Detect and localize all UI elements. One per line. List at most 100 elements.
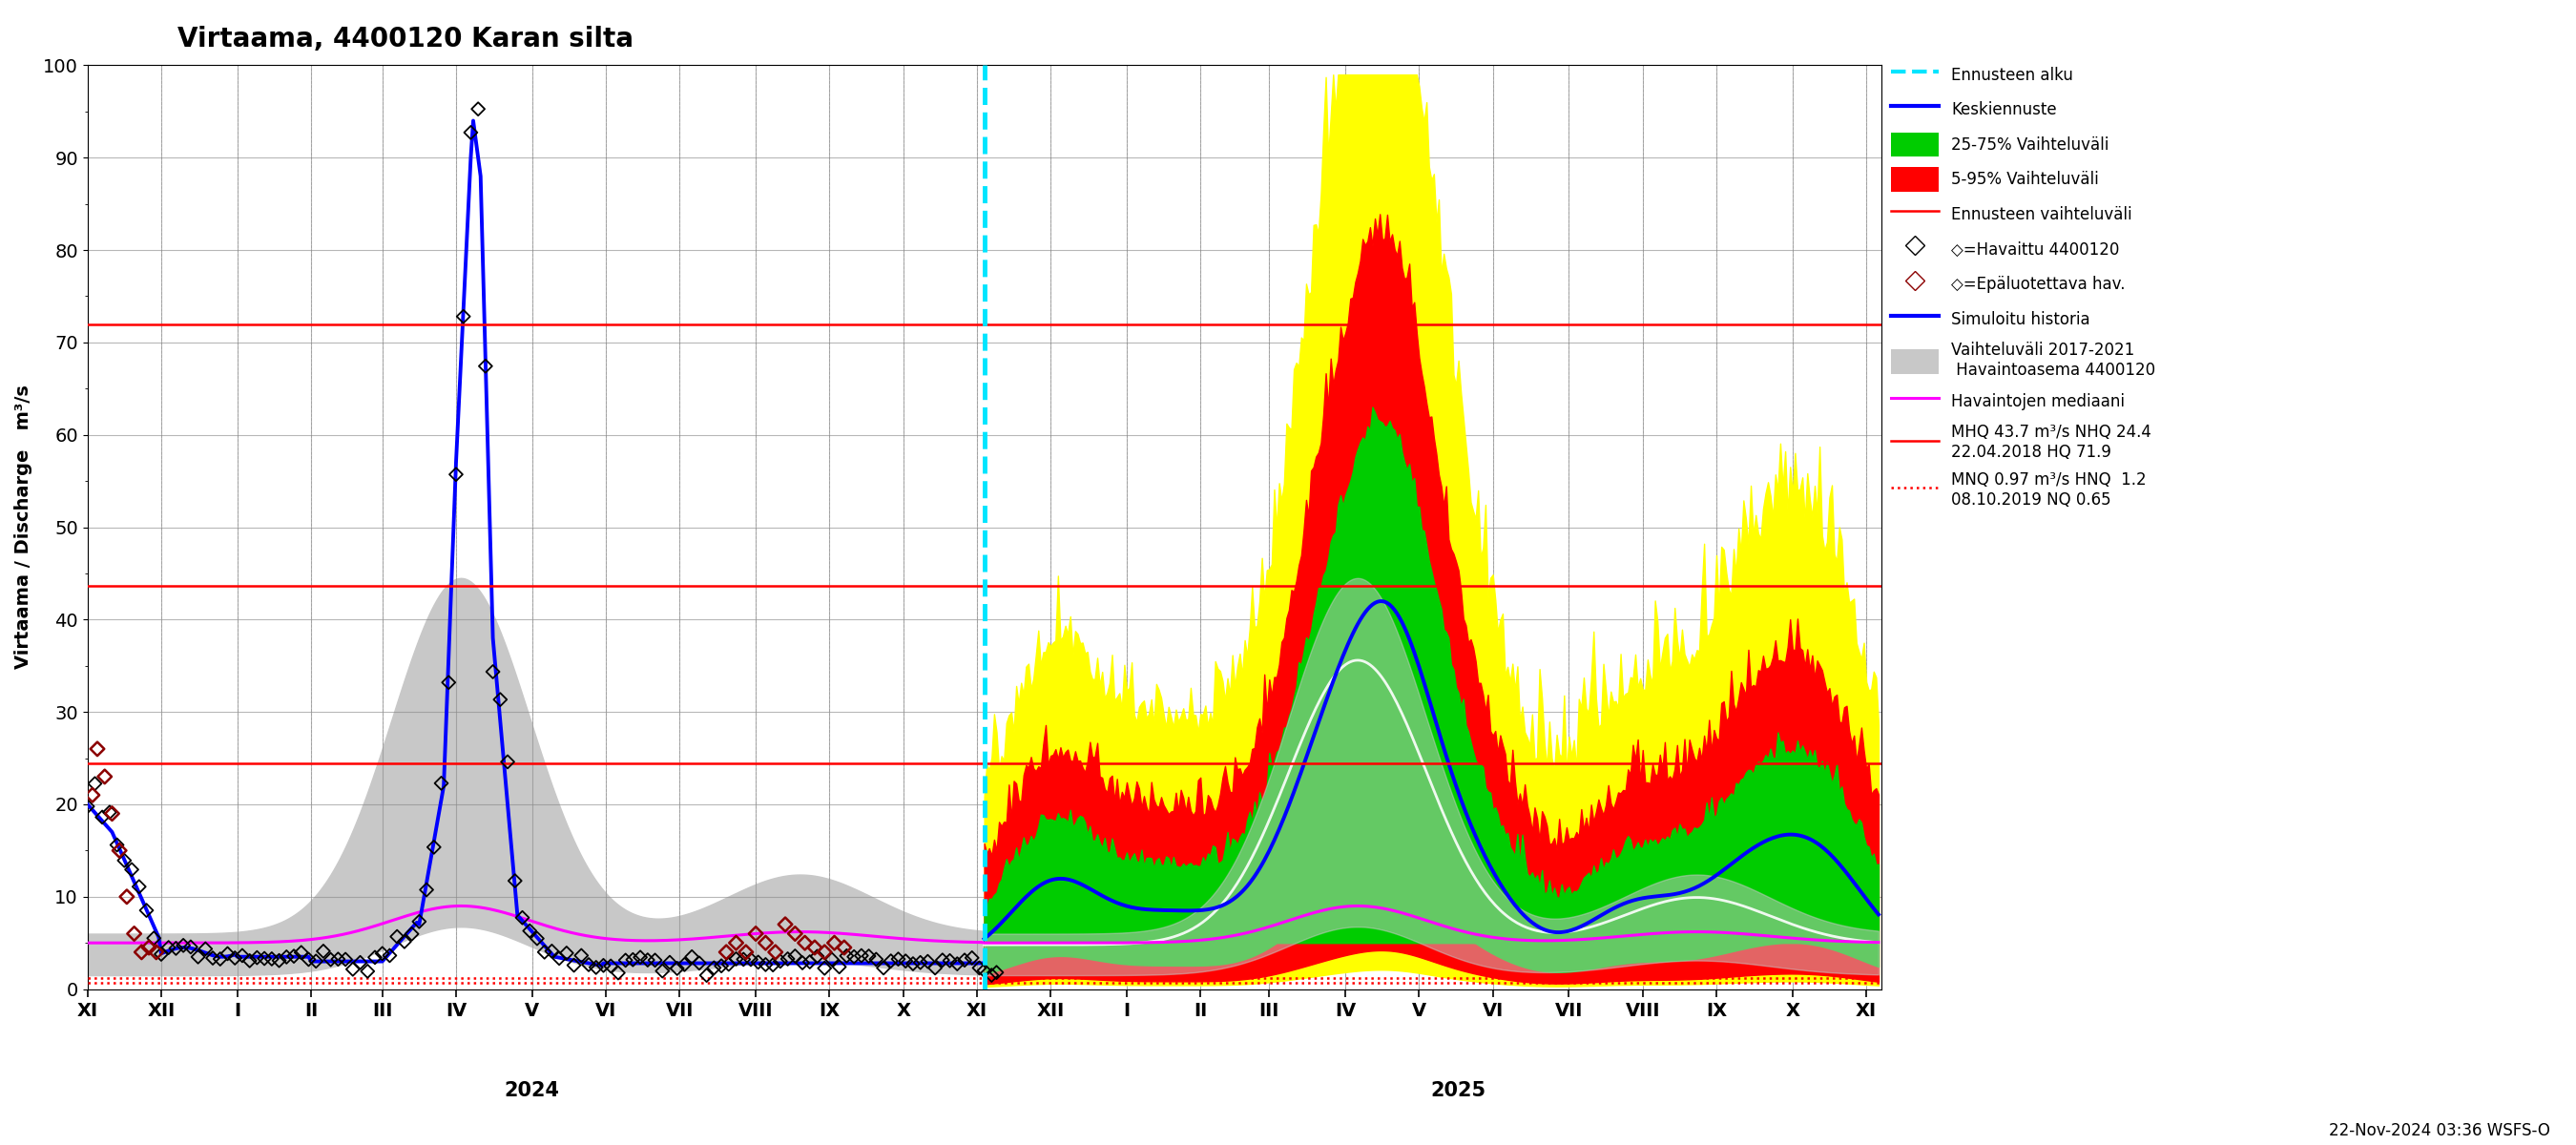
Point: [111, 860, 152, 878]
Point: [562, 947, 603, 965]
Point: [198, 950, 240, 969]
Point: [976, 963, 1018, 981]
Point: [621, 948, 662, 966]
Point: [726, 943, 768, 962]
Point: [67, 797, 108, 815]
Point: [824, 939, 866, 957]
Point: [848, 947, 889, 965]
Point: [760, 951, 801, 970]
Point: [459, 100, 500, 118]
Point: [443, 307, 484, 325]
Point: [958, 958, 999, 977]
Point: [569, 955, 611, 973]
Point: [899, 954, 940, 972]
Text: 22-Nov-2024 03:36 WSFS-O: 22-Nov-2024 03:36 WSFS-O: [2329, 1122, 2550, 1139]
Point: [729, 950, 770, 969]
Point: [804, 960, 845, 978]
Point: [871, 951, 912, 970]
Point: [317, 950, 358, 969]
Point: [737, 953, 778, 971]
Point: [90, 803, 131, 821]
Point: [222, 947, 263, 965]
Legend: Ennusteen alku, Keskiennuste, 25-75% Vaihteluväli, 5-95% Vaihteluväli, Ennusteen: Ennusteen alku, Keskiennuste, 25-75% Vai…: [1886, 56, 2161, 515]
Point: [420, 774, 461, 792]
Point: [598, 964, 639, 982]
Point: [98, 842, 139, 860]
Point: [273, 947, 314, 965]
Point: [193, 949, 234, 968]
Point: [538, 949, 580, 968]
Point: [464, 357, 505, 376]
Point: [77, 740, 118, 758]
Point: [118, 877, 160, 895]
Point: [325, 950, 366, 969]
Point: [938, 955, 979, 973]
Point: [106, 887, 147, 906]
Point: [245, 949, 286, 968]
Point: [783, 954, 824, 972]
Text: 2025: 2025: [1430, 1082, 1486, 1100]
Point: [819, 957, 860, 976]
Point: [95, 836, 137, 854]
Point: [963, 962, 1005, 980]
Point: [479, 690, 520, 709]
Text: 2024: 2024: [505, 1082, 559, 1100]
Point: [451, 124, 492, 142]
Point: [613, 950, 654, 969]
Point: [626, 950, 667, 969]
Point: [487, 752, 528, 771]
Point: [811, 950, 853, 969]
Point: [724, 950, 765, 969]
Point: [793, 939, 835, 957]
Point: [340, 954, 381, 972]
Point: [170, 938, 211, 956]
Point: [309, 950, 350, 969]
Point: [126, 901, 167, 919]
Point: [185, 940, 227, 958]
Point: [137, 943, 178, 962]
Point: [863, 958, 904, 977]
Point: [523, 943, 564, 962]
Point: [155, 939, 196, 957]
Point: [142, 945, 183, 963]
Point: [82, 808, 124, 827]
Point: [590, 957, 631, 976]
Point: [672, 948, 714, 966]
Point: [708, 955, 750, 973]
Point: [693, 958, 734, 977]
Point: [384, 932, 425, 950]
Point: [531, 942, 572, 961]
Point: [907, 953, 948, 971]
Point: [407, 881, 448, 899]
Point: [641, 962, 683, 980]
Point: [788, 953, 829, 971]
Point: [649, 954, 690, 972]
Point: [229, 951, 270, 970]
Point: [296, 951, 337, 970]
Point: [113, 924, 155, 942]
Point: [75, 774, 116, 792]
Point: [886, 951, 927, 970]
Point: [399, 913, 440, 931]
Point: [922, 951, 963, 970]
Point: [804, 943, 845, 962]
Point: [237, 948, 278, 966]
Point: [701, 957, 742, 976]
Point: [554, 956, 595, 974]
Point: [355, 948, 397, 966]
Point: [162, 937, 204, 955]
Point: [605, 951, 647, 970]
Point: [392, 925, 433, 943]
Point: [147, 939, 188, 957]
Point: [121, 943, 162, 962]
Point: [734, 924, 775, 942]
Point: [376, 927, 417, 946]
Point: [368, 947, 410, 965]
Point: [755, 943, 796, 962]
Point: [129, 939, 170, 957]
Point: [855, 950, 896, 969]
Point: [768, 949, 809, 968]
Point: [716, 933, 757, 951]
Point: [706, 943, 747, 962]
Point: [951, 949, 992, 968]
